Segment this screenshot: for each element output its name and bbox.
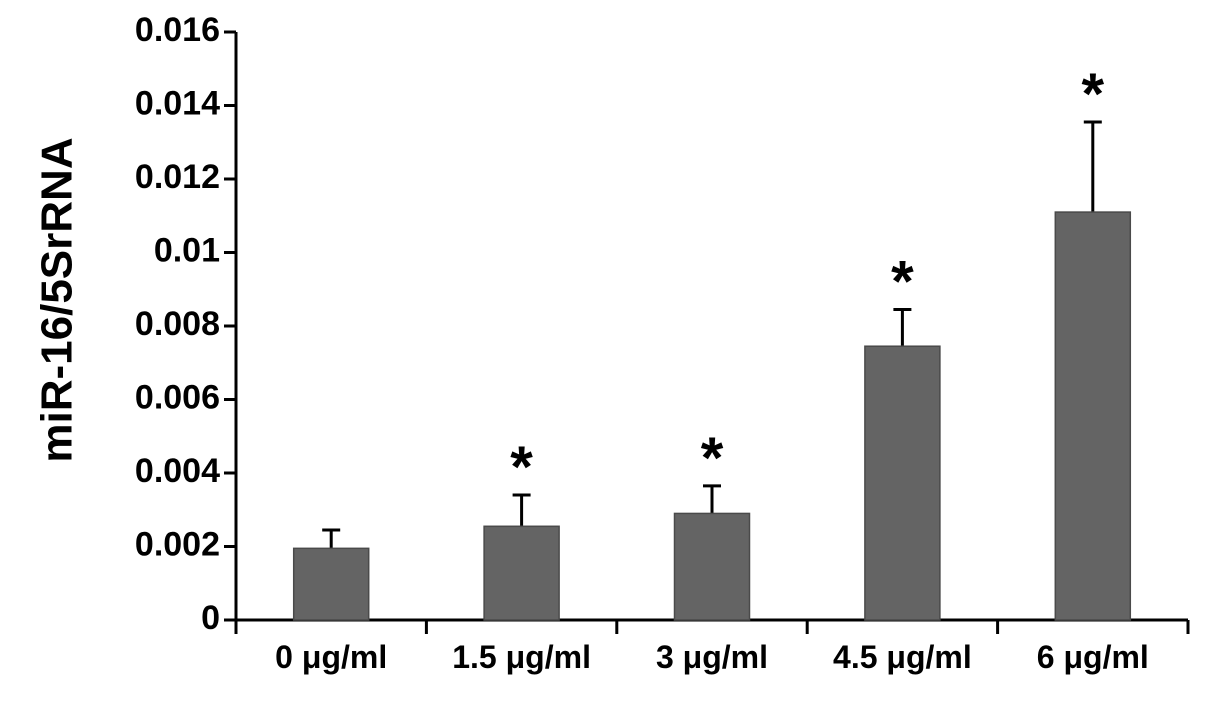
plot-area: 0 0.002 0.004 0.006 0.008 0.01 0.012 0.014 0.016… xyxy=(135,11,1190,675)
bar xyxy=(864,345,941,621)
y-tick-label: 0.004 xyxy=(135,452,220,490)
x-tick-label: 0 μg/ml xyxy=(275,639,387,675)
bar xyxy=(1054,211,1132,621)
x-tick-label: 6 μg/ml xyxy=(1037,639,1149,675)
y-tick-label: 0.014 xyxy=(135,84,220,122)
significance-marker: * xyxy=(510,435,533,500)
x-tick-label: 4.5 μg/ml xyxy=(833,639,972,675)
significance-marker: * xyxy=(701,426,724,491)
x-tick-label: 3 μg/ml xyxy=(656,639,768,675)
bar xyxy=(483,525,560,621)
significance-marker: * xyxy=(1082,62,1105,127)
y-axis-title: miR-16/5SrRNA xyxy=(33,137,82,462)
x-tick-label: 1.5 μg/ml xyxy=(452,639,591,675)
significance-marker: * xyxy=(891,249,914,314)
bar xyxy=(292,547,370,621)
y-tick-label: 0.002 xyxy=(135,525,220,563)
y-tick-label: 0.008 xyxy=(135,305,220,343)
bar xyxy=(673,512,751,621)
y-tick-label: 0.01 xyxy=(154,231,220,269)
y-tick-label: 0 xyxy=(201,599,220,637)
y-tick-label: 0.012 xyxy=(135,158,220,196)
y-tick-label: 0.016 xyxy=(135,11,220,49)
y-tick-label: 0.006 xyxy=(135,378,220,416)
